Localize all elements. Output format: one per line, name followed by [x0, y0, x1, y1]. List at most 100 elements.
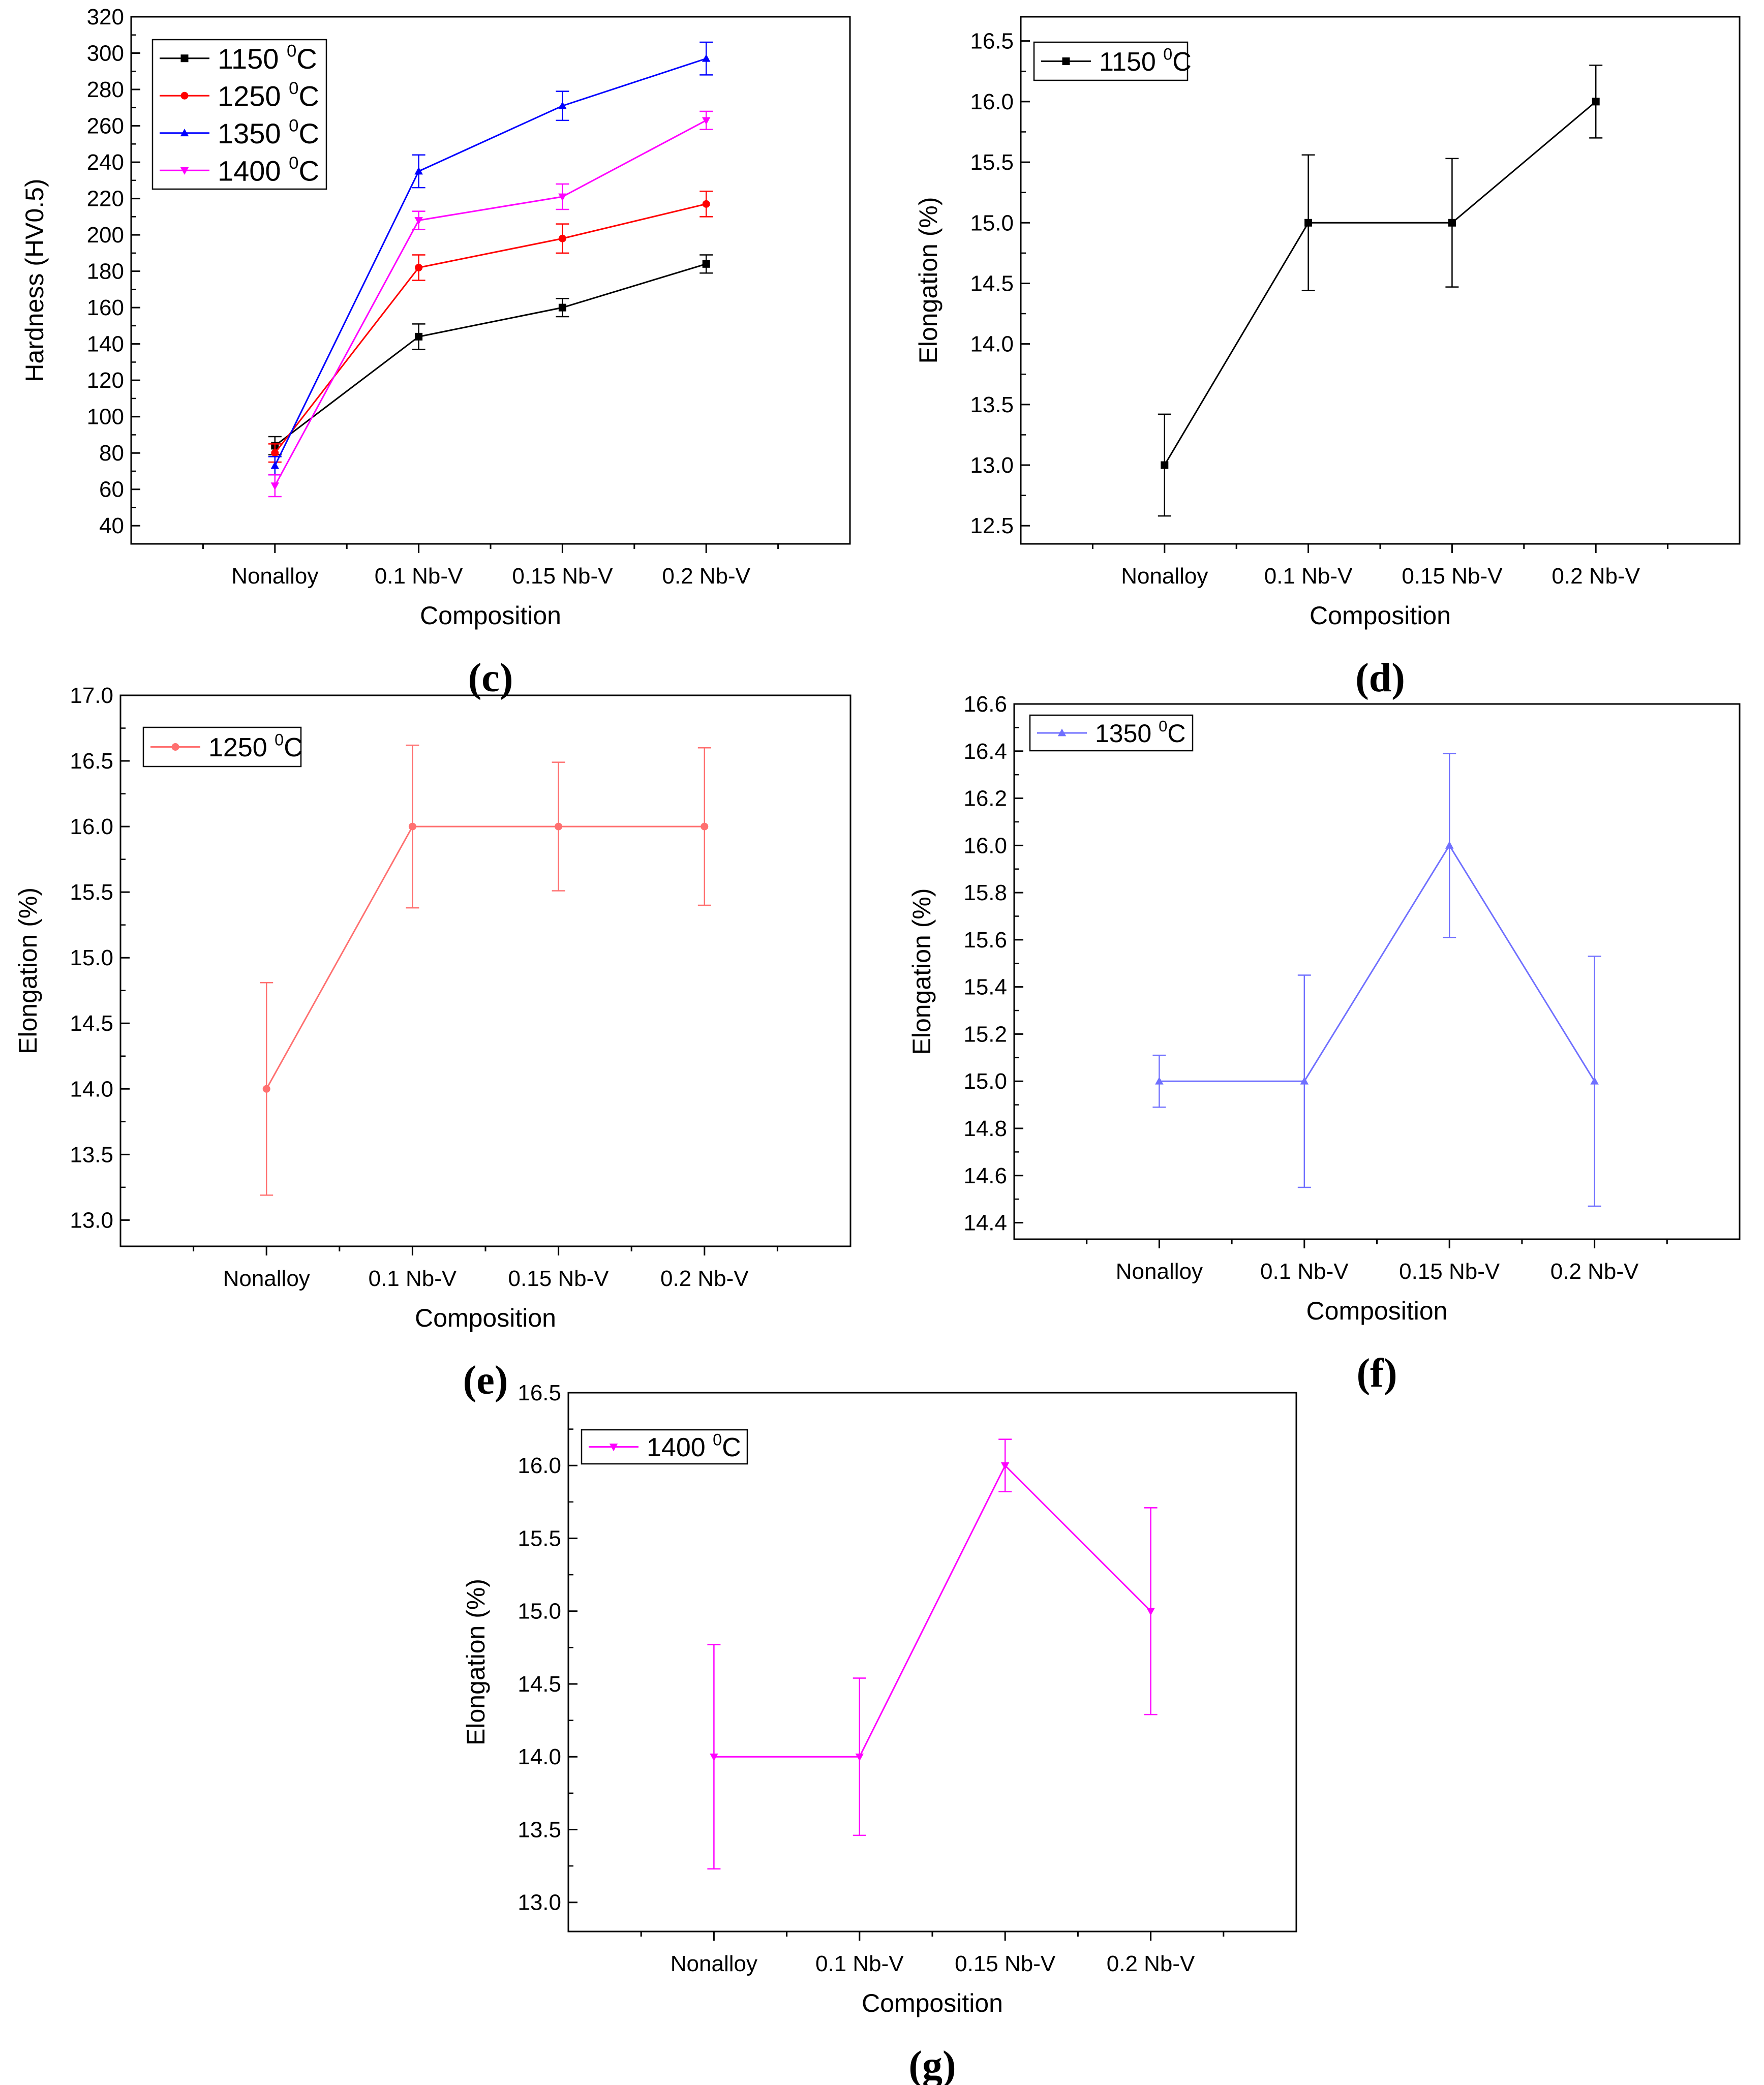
series-line [1159, 844, 1595, 1082]
y-tick-label: 16.5 [518, 1381, 561, 1405]
data-point [1300, 1077, 1309, 1085]
data-point [271, 449, 279, 457]
legend-temp: 1400 [218, 155, 289, 187]
y-axis-title: Elongation (%) [14, 887, 42, 1054]
series-line [714, 1464, 1151, 1758]
y-tick-label: 13.0 [518, 1890, 561, 1915]
series-3 [268, 110, 713, 498]
y-tick-label: 13.0 [70, 1208, 113, 1233]
data-point [1445, 841, 1454, 849]
chart-panel-2: 13.0 13.5 14.0 14.5 15.0 15.5 16.0 16.5 17.0 Nona… [14, 683, 851, 1403]
legend-unit: C [296, 43, 317, 75]
series-line [274, 203, 707, 454]
legend-sup: 0 [287, 41, 296, 60]
legend-sup: 0 [289, 79, 298, 98]
x-tick-label: 0.15 Nb-V [1402, 564, 1503, 589]
data-point [414, 217, 423, 225]
y-tick-label: 40 [99, 513, 124, 538]
y-tick-label: 13.0 [970, 453, 1014, 478]
y-tick-label: 260 [87, 114, 124, 139]
series-0 [268, 254, 713, 456]
legend-temp: 1150 [1099, 47, 1163, 77]
legend: 1150 0C [1033, 41, 1192, 81]
y-tick-label: 14.0 [970, 332, 1014, 357]
x-axis-title: Composition [420, 601, 561, 630]
legend-marker [180, 54, 189, 63]
legend: 1250 0C [142, 726, 303, 768]
series-2 [268, 41, 713, 476]
data-point [1590, 1077, 1599, 1085]
legend-unit: C [298, 117, 319, 149]
data-point [1000, 1462, 1010, 1470]
y-tick-label: 300 [87, 41, 124, 66]
legend-label: 1400 0C [218, 154, 319, 187]
series-0 [1158, 65, 1603, 517]
y-tick-label: 180 [87, 259, 124, 284]
data-point [1155, 1077, 1164, 1085]
data-point [558, 193, 567, 201]
y-tick-label: 15.0 [518, 1599, 561, 1624]
data-point [702, 260, 710, 268]
y-tick-label: 15.6 [963, 928, 1007, 953]
chart-panel-3: 14.4 14.6 14.8 15.0 15.2 15.4 15.6 15.8 16.0 16.2… [907, 692, 1741, 1396]
y-tick-label: 16.0 [963, 833, 1007, 858]
plot-frame [567, 1392, 1297, 1933]
legend-label: 1150 0C [1099, 45, 1192, 77]
x-tick-label: Nonalloy [1121, 564, 1208, 589]
data-point [702, 54, 711, 62]
y-tick-label: 15.5 [70, 880, 113, 905]
y-tick-label: 16.0 [518, 1453, 561, 1478]
x-tick-label: 0.1 Nb-V [369, 1266, 457, 1291]
legend-marker [1062, 57, 1070, 65]
y-tick-label: 14.8 [963, 1116, 1007, 1141]
y-tick-label: 280 [87, 77, 124, 102]
series-0 [1152, 753, 1601, 1207]
data-point [701, 822, 709, 831]
series-line [274, 263, 707, 447]
panel-label: (e) [463, 1358, 508, 1403]
data-point [702, 200, 710, 208]
y-tick-label: 13.5 [970, 392, 1014, 417]
data-point [558, 303, 566, 312]
y-tick-label: 17.0 [70, 683, 113, 708]
data-point [262, 1085, 270, 1093]
data-point [1161, 461, 1169, 469]
legend-unit: C [722, 1433, 741, 1462]
y-tick-label: 16.5 [970, 29, 1014, 54]
y-tick-label: 15.5 [518, 1526, 561, 1551]
y-tick-label: 220 [87, 187, 124, 211]
y-tick-label: 14.5 [70, 1011, 113, 1036]
series-line [265, 825, 705, 1090]
y-tick-label: 14.5 [518, 1672, 561, 1697]
legend-sup: 0 [1163, 45, 1172, 63]
data-point [415, 263, 423, 271]
x-tick-label: Nonalloy [231, 564, 318, 589]
legend: 1350 0C [1029, 714, 1194, 752]
plot-frame [1020, 16, 1741, 545]
data-point [855, 1753, 864, 1761]
y-tick-label: 60 [99, 477, 124, 502]
legend-box [151, 39, 327, 190]
series-line [1164, 101, 1597, 466]
x-tick-label: Nonalloy [223, 1266, 310, 1291]
legend-temp: 1400 [647, 1433, 713, 1462]
y-tick-label: 14.0 [70, 1077, 113, 1101]
chart-panel-4: 13.0 13.5 14.0 14.5 15.0 15.5 16.0 16.5 Nonalloy… [462, 1381, 1297, 2085]
data-point [558, 234, 566, 242]
y-tick-label: 16.5 [70, 749, 113, 774]
y-tick-label: 15.8 [963, 880, 1007, 905]
legend-marker [609, 1444, 618, 1452]
y-tick-label: 15.0 [70, 945, 113, 970]
x-tick-label: 0.2 Nb-V [662, 564, 750, 589]
y-tick-label: 80 [99, 441, 124, 466]
legend-temp: 1250 [208, 733, 275, 762]
x-tick-label: 0.1 Nb-V [815, 1951, 904, 1976]
panel-label: (f) [1357, 1351, 1397, 1396]
y-tick-label: 15.2 [963, 1022, 1007, 1047]
y-tick-label: 240 [87, 150, 124, 175]
y-tick-label: 13.5 [70, 1142, 113, 1167]
y-tick-label: 14.0 [518, 1744, 561, 1769]
legend-label: 1350 0C [1095, 717, 1185, 748]
x-tick-label: 0.15 Nb-V [955, 1951, 1056, 1976]
